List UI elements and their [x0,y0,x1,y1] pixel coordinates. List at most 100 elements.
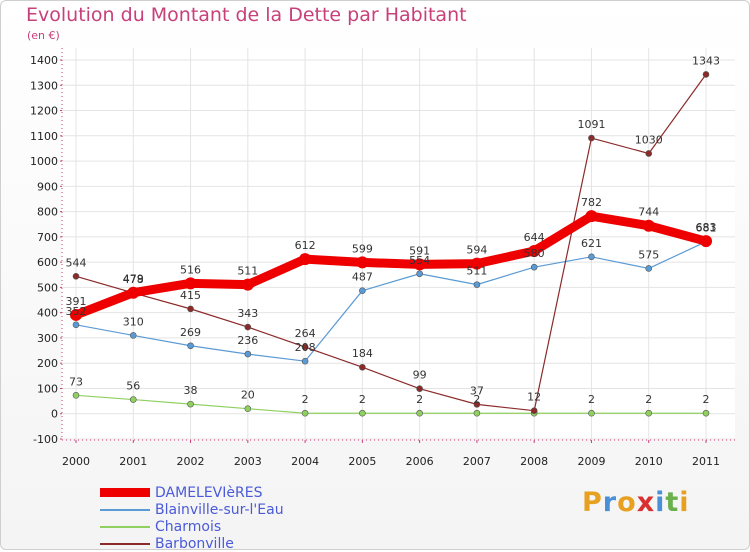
y-tick-label: 500 [37,281,58,294]
data-point [645,265,653,272]
data-label: 681 [696,222,717,235]
data-label: 2 [302,393,309,406]
data-label: 264 [295,327,316,340]
data-label: 744 [638,206,659,219]
y-tick-label: 300 [37,332,58,345]
proxiti-logo: Proxiti [582,487,690,518]
data-label: 391 [66,295,87,308]
data-label: 621 [581,237,602,250]
y-tick-label: 1200 [30,105,58,118]
logo-letter: r [602,487,618,518]
logo-letter: o [617,487,637,518]
data-point [585,210,598,223]
data-label: 782 [581,196,602,209]
data-label: 236 [237,334,258,347]
data-point [187,342,194,350]
data-label: 20 [241,389,255,402]
data-label: 2 [645,393,652,406]
data-point [129,332,137,339]
y-tick-label: -100 [33,433,58,446]
legend-label: Barbonville [155,535,234,552]
legend-swatch [100,525,150,528]
data-point [702,409,710,417]
plot-area [62,48,735,440]
legend-label: DAMELEVIèRES [155,484,263,501]
logo-letter: x [636,487,656,518]
y-tick-label: 100 [37,382,58,395]
data-point [473,401,481,408]
data-label: 56 [126,380,140,393]
logo-letter: i [655,487,666,518]
data-point [413,258,426,271]
series-0 [70,210,712,321]
x-tick-label: 2008 [520,455,548,468]
data-label: 575 [638,248,659,261]
data-label: 2 [473,393,480,406]
y-tick-label: 800 [37,206,58,219]
data-point [416,385,423,393]
data-label: 73 [69,375,83,388]
x-tick-label: 2005 [348,455,376,468]
x-tick-label: 2009 [577,455,605,468]
data-label: 352 [66,305,87,318]
data-label: 599 [352,242,373,255]
x-tick-label: 2011 [692,455,720,468]
data-point [530,407,538,415]
data-point [530,263,538,271]
y-tick-label: 1400 [30,54,58,67]
data-point [588,134,595,142]
data-label: 683 [696,221,717,234]
data-label: 1091 [577,118,605,131]
data-point [416,270,423,278]
data-point [645,409,653,417]
data-label: 343 [237,307,258,320]
legend-swatch [100,508,150,511]
series-3 [72,71,710,415]
legend-item: DAMELEVIèRES [100,484,284,501]
x-tick-label: 2002 [177,455,205,468]
data-label: 478 [123,273,144,286]
legend-item: Barbonville [100,535,284,552]
data-point [127,286,140,299]
data-label: 2 [588,393,595,406]
y-tick-label: 600 [37,256,58,269]
legend-swatch [100,488,150,497]
data-point [299,253,312,266]
data-point [645,150,653,157]
data-label: 554 [409,254,430,267]
data-label: 2 [359,393,366,406]
x-tick-label: 2006 [406,455,434,468]
legend-item: Blainville-sur-l'Eau [100,501,284,518]
data-point [184,277,197,290]
data-label: 12 [527,391,541,404]
y-tick-label: 900 [37,180,58,193]
legend-swatch [100,542,150,545]
logo-letter: t [665,487,680,518]
data-label: 2 [703,393,710,406]
data-label: 644 [524,231,545,244]
data-point [416,409,423,417]
data-label: 591 [409,244,430,257]
data-point [244,405,252,412]
y-tick-label: 1000 [30,155,58,168]
data-label: 612 [295,239,316,252]
data-label: 511 [466,265,487,278]
legend-item: Charmois [100,518,284,535]
data-point [301,357,309,365]
series-line [75,241,707,362]
data-label: 310 [123,315,144,328]
legend: DAMELEVIèRES Blainville-sur-l'Eau Charmois… [100,484,284,552]
data-point [473,281,481,288]
data-point [588,253,595,261]
logo-letter: P [582,487,603,518]
data-point [473,409,481,417]
x-tick-label: 2010 [635,455,663,468]
series-line [75,73,707,412]
data-point [72,321,80,329]
data-point [700,235,712,248]
series-group [70,71,712,417]
logo-letter: i [679,487,690,518]
data-label: 580 [524,247,545,260]
y-tick-label: 200 [37,357,58,370]
